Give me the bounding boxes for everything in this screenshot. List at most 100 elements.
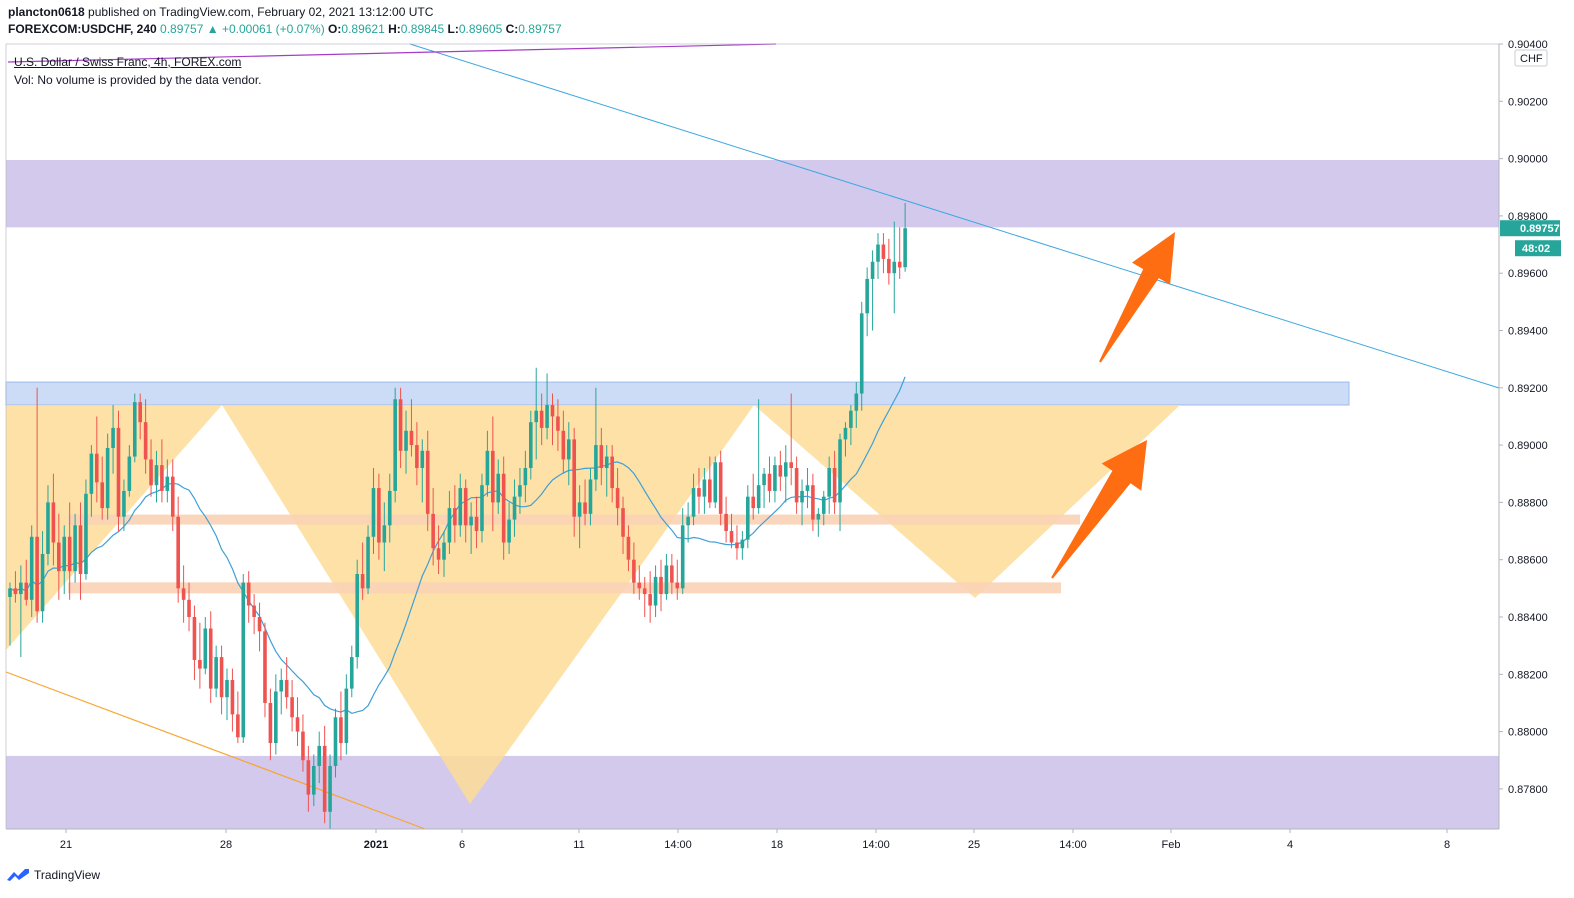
- candle[interactable]: [409, 399, 414, 457]
- candle[interactable]: [838, 433, 842, 532]
- candle[interactable]: [604, 445, 609, 497]
- candle[interactable]: [507, 502, 511, 554]
- candle[interactable]: [756, 399, 761, 514]
- candle[interactable]: [876, 233, 880, 279]
- candle[interactable]: [718, 450, 723, 526]
- candle[interactable]: [724, 496, 728, 543]
- candle[interactable]: [577, 485, 582, 549]
- candle[interactable]: [854, 382, 859, 428]
- candle[interactable]: [176, 496, 180, 603]
- candle[interactable]: [328, 754, 332, 829]
- candle[interactable]: [377, 473, 381, 560]
- descending-trendline[interactable]: [409, 43, 1500, 389]
- candle[interactable]: [680, 508, 685, 595]
- candle[interactable]: [485, 430, 490, 497]
- candle[interactable]: [257, 602, 262, 652]
- candle[interactable]: [463, 479, 468, 543]
- candle[interactable]: [436, 525, 441, 575]
- candle[interactable]: [203, 616, 208, 675]
- candle[interactable]: [702, 468, 707, 514]
- candle[interactable]: [181, 565, 186, 623]
- candle[interactable]: [811, 473, 815, 532]
- candle[interactable]: [67, 502, 72, 600]
- candle[interactable]: [859, 301, 864, 411]
- candle[interactable]: [626, 525, 631, 572]
- candle[interactable]: [241, 574, 246, 744]
- candle[interactable]: [246, 571, 251, 623]
- candle[interactable]: [208, 611, 213, 703]
- candle[interactable]: [572, 427, 576, 537]
- candle[interactable]: [778, 450, 783, 491]
- candle[interactable]: [648, 571, 652, 623]
- candle[interactable]: [349, 645, 354, 698]
- candle[interactable]: [236, 691, 240, 744]
- candle[interactable]: [165, 459, 170, 503]
- candle[interactable]: [865, 267, 869, 337]
- candle[interactable]: [73, 513, 77, 583]
- candle[interactable]: [583, 479, 587, 526]
- candle[interactable]: [783, 445, 788, 503]
- candle[interactable]: [675, 559, 680, 600]
- candle[interactable]: [29, 525, 34, 617]
- candle[interactable]: [773, 456, 777, 503]
- candle[interactable]: [751, 473, 756, 520]
- breakout-arrow[interactable]: [1099, 232, 1175, 363]
- candle[interactable]: [805, 468, 810, 509]
- candle[interactable]: [621, 496, 625, 554]
- candle[interactable]: [160, 439, 164, 503]
- candle[interactable]: [431, 488, 435, 566]
- candle[interactable]: [480, 473, 484, 543]
- candle[interactable]: [588, 468, 593, 526]
- candle[interactable]: [198, 622, 202, 689]
- candle[interactable]: [881, 233, 886, 274]
- candle[interactable]: [545, 373, 549, 440]
- candle[interactable]: [290, 680, 294, 732]
- candle[interactable]: [214, 645, 218, 698]
- candle[interactable]: [670, 553, 674, 595]
- candle[interactable]: [816, 508, 821, 537]
- candle[interactable]: [225, 668, 229, 721]
- candle[interactable]: [360, 542, 365, 600]
- candle[interactable]: [529, 410, 533, 480]
- candle[interactable]: [892, 221, 897, 314]
- candle[interactable]: [561, 410, 566, 474]
- candle[interactable]: [78, 502, 83, 600]
- candle[interactable]: [301, 714, 305, 772]
- candle[interactable]: [192, 605, 197, 681]
- candle[interactable]: [735, 525, 739, 560]
- candle[interactable]: [415, 422, 419, 486]
- candle[interactable]: [317, 731, 322, 784]
- candle[interactable]: [599, 427, 604, 486]
- candle[interactable]: [897, 227, 902, 279]
- candle[interactable]: [442, 531, 446, 577]
- candle[interactable]: [149, 439, 153, 497]
- candle[interactable]: [594, 387, 598, 491]
- candle[interactable]: [425, 430, 430, 532]
- currency-badge[interactable]: [1514, 49, 1548, 67]
- candle[interactable]: [19, 565, 23, 658]
- candle[interactable]: [122, 479, 126, 532]
- candle[interactable]: [40, 531, 45, 623]
- candle[interactable]: [642, 576, 647, 617]
- purple-trendline[interactable]: [7, 43, 777, 63]
- candle[interactable]: [366, 525, 370, 595]
- candle[interactable]: [469, 502, 473, 554]
- candle[interactable]: [57, 513, 61, 600]
- candle[interactable]: [740, 531, 745, 560]
- candle[interactable]: [404, 410, 408, 474]
- candle[interactable]: [496, 459, 501, 514]
- candle[interactable]: [13, 571, 18, 603]
- candle[interactable]: [62, 525, 67, 595]
- candle[interactable]: [827, 456, 831, 514]
- candle[interactable]: [887, 238, 891, 285]
- candle[interactable]: [534, 367, 539, 460]
- candle[interactable]: [653, 565, 658, 617]
- candle[interactable]: [512, 479, 517, 537]
- candle[interactable]: [458, 473, 463, 537]
- candle[interactable]: [51, 473, 56, 566]
- candle[interactable]: [729, 513, 734, 549]
- candle[interactable]: [111, 404, 115, 474]
- candle[interactable]: [615, 468, 620, 526]
- candle[interactable]: [610, 445, 614, 503]
- candle[interactable]: [398, 387, 403, 469]
